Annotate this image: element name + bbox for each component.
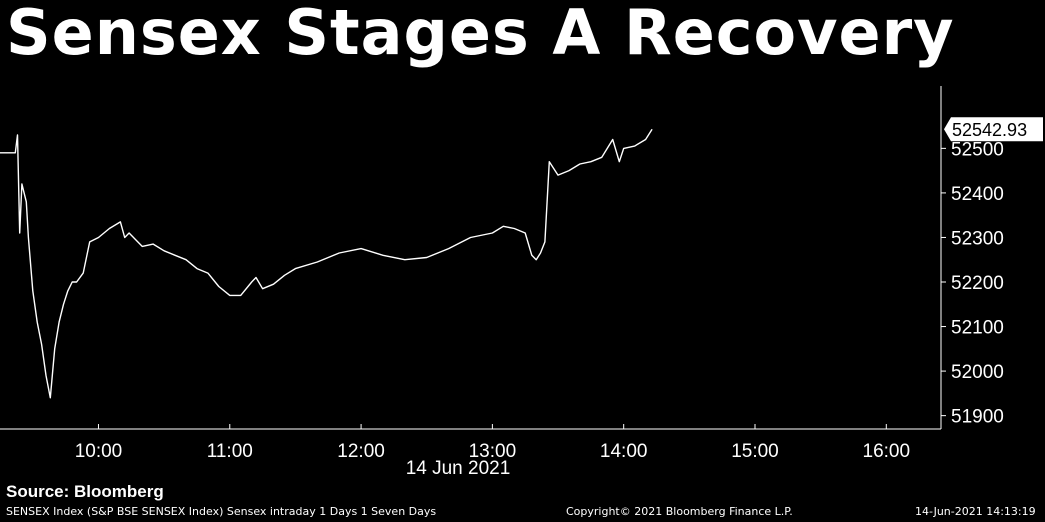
x-tick-label: 16:00 [863, 441, 911, 462]
x-tick-label: 13:00 [469, 441, 517, 462]
last-price-marker: 52542.93 [944, 117, 1043, 142]
x-axis-ticks: 10:00 11:00 12:00 13:00 14:00 15:00 16:00 [75, 424, 910, 462]
last-price-label: 52542.93 [952, 120, 1027, 140]
series-layer [0, 128, 653, 399]
x-tick-label: 12:00 [337, 441, 385, 462]
chart-title: Sensex Stages A Recovery [6, 0, 955, 69]
footer-copyright: Copyright© 2021 Bloomberg Finance L.P. [566, 505, 793, 518]
x-tick-label: 10:00 [75, 441, 123, 462]
y-tick-label: 52300 [951, 228, 1004, 249]
y-tick-label: 52500 [951, 139, 1004, 160]
footer-timestamp: 14-Jun-2021 14:13:19 [915, 505, 1036, 518]
x-axis-label: 14 Jun 2021 [406, 458, 511, 478]
sensex-intraday-line [0, 128, 653, 399]
footer-description: SENSEX Index (S&P BSE SENSEX Index) Sens… [6, 505, 437, 518]
y-axis-ticks: 51900 52000 52100 52200 52300 52400 52500 [941, 139, 1004, 428]
last-price-box [944, 117, 1043, 142]
y-tick-label: 52000 [951, 362, 1004, 383]
x-tick-label: 15:00 [731, 441, 779, 462]
y-tick-label: 51900 [951, 407, 1004, 428]
x-tick-label: 14:00 [600, 441, 648, 462]
source-label: Source: Bloomberg [6, 482, 164, 501]
y-tick-label: 52100 [951, 318, 1004, 339]
y-tick-label: 52200 [951, 273, 1004, 294]
x-tick-label: 11:00 [207, 441, 253, 462]
y-tick-label: 52400 [951, 184, 1004, 205]
chart: 51900 52000 52100 52200 52300 52400 52500 10:0… [0, 86, 1043, 478]
